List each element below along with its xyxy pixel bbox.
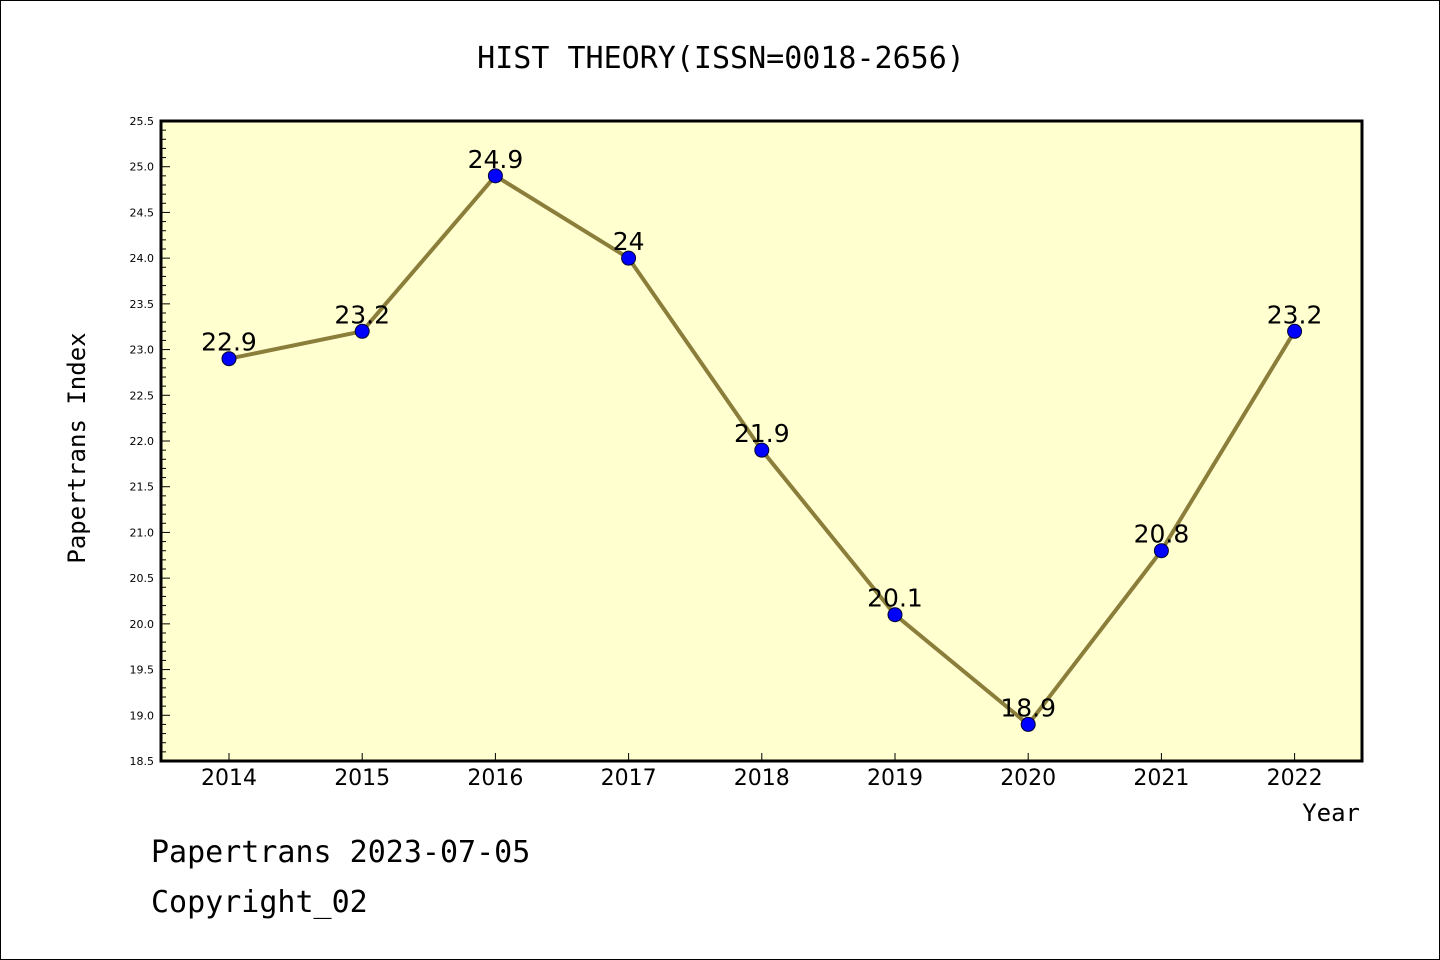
data-point (354, 323, 370, 339)
data-label: 23.2 (334, 300, 390, 329)
y-tick-label: 24.0 (130, 252, 155, 265)
x-axis-title: Year (1302, 799, 1360, 827)
data-label: 24.9 (468, 145, 524, 174)
y-tick-label: 19.0 (130, 709, 155, 722)
plot-area (159, 119, 1364, 763)
y-tick-label: 25.0 (130, 161, 155, 174)
y-tick-label: 22.5 (130, 389, 155, 402)
data-point (887, 607, 903, 623)
data-labels: 22.9 23.2 24.9 24 21.9 20.1 18.9 20.8 23.2 (201, 145, 1322, 723)
footer-date-text: Papertrans 2023-07-05 (151, 835, 531, 870)
x-tick-label: 2018 (734, 766, 790, 791)
x-tick-label: 2019 (867, 766, 923, 791)
y-tick-label: 23.0 (130, 344, 155, 357)
x-tick-label: 2017 (601, 766, 657, 791)
y-tick-label: 20.0 (130, 618, 155, 631)
data-point (754, 442, 770, 458)
data-point (221, 351, 237, 367)
x-tick-label: 2014 (201, 766, 257, 791)
y-axis: 18.5 19.0 19.5 20.0 20.5 21.0 21.5 22.0 22.5 23.0… (130, 115, 170, 768)
x-tick-label: 2022 (1267, 766, 1323, 791)
x-tick-label: 2021 (1133, 766, 1189, 791)
x-tick-label: 2015 (334, 766, 390, 791)
data-point (1287, 323, 1303, 339)
y-tick-label: 18.5 (130, 755, 155, 768)
x-tick-label: 2020 (1000, 766, 1056, 791)
footer-copyright-text: Copyright_02 (151, 885, 368, 920)
data-point (1153, 543, 1169, 559)
y-tick-label: 21.0 (130, 526, 155, 539)
data-point (1020, 716, 1036, 732)
y-axis-title: Papertrans Index (63, 332, 91, 563)
x-axis: 2014 2015 2016 2017 2018 2019 2020 2021 2022 (201, 753, 1323, 791)
chart-title: HIST THEORY(ISSN=0018-2656) (477, 41, 965, 76)
data-label: 23.2 (1267, 300, 1323, 329)
data-label: 24 (613, 227, 645, 256)
data-label: 18.9 (1000, 693, 1056, 722)
y-tick-label: 21.5 (130, 481, 155, 494)
data-point (621, 250, 637, 266)
data-point (487, 168, 503, 184)
data-series (221, 168, 1303, 732)
data-label: 21.9 (734, 419, 790, 448)
y-tick-label: 20.5 (130, 572, 155, 585)
data-label: 20.1 (867, 584, 923, 613)
y-tick-label: 24.5 (130, 206, 155, 219)
data-label: 20.8 (1134, 520, 1190, 549)
y-tick-label: 22.0 (130, 435, 155, 448)
y-tick-label: 19.5 (130, 664, 155, 677)
y-tick-label: 23.5 (130, 298, 155, 311)
x-tick-label: 2016 (467, 766, 523, 791)
y-tick-label: 25.5 (130, 115, 155, 128)
data-label: 22.9 (201, 328, 257, 357)
